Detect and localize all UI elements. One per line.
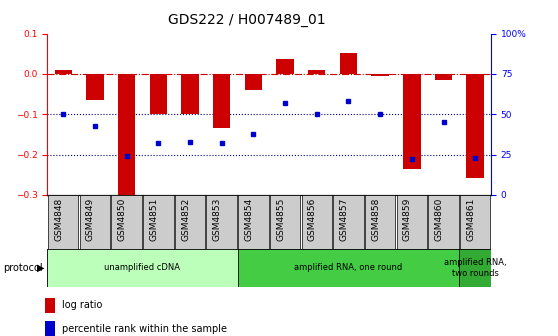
Text: protocol: protocol: [3, 263, 42, 273]
Bar: [403, 74, 421, 169]
Bar: [45, 321, 55, 336]
Text: unamplified cDNA: unamplified cDNA: [104, 263, 180, 272]
Bar: [308, 70, 325, 74]
Bar: [276, 59, 294, 74]
Bar: [118, 74, 136, 197]
Bar: [333, 195, 364, 249]
Bar: [112, 195, 142, 249]
Bar: [340, 53, 357, 74]
Bar: [80, 195, 110, 249]
Text: amplified RNA,
two rounds: amplified RNA, two rounds: [444, 258, 507, 278]
Bar: [429, 195, 459, 249]
Bar: [397, 195, 427, 249]
Text: GSM4859: GSM4859: [403, 198, 412, 241]
Text: GSM4848: GSM4848: [54, 198, 63, 241]
Text: percentile rank within the sample: percentile rank within the sample: [62, 324, 227, 334]
Bar: [365, 195, 396, 249]
Text: amplified RNA, one round: amplified RNA, one round: [294, 263, 402, 272]
Bar: [175, 195, 205, 249]
Text: ▶: ▶: [37, 263, 45, 273]
Bar: [270, 195, 300, 249]
Text: GSM4853: GSM4853: [213, 198, 222, 241]
Bar: [238, 249, 459, 287]
Text: log ratio: log ratio: [62, 300, 103, 310]
Text: GSM4850: GSM4850: [118, 198, 127, 241]
Bar: [372, 74, 389, 76]
Bar: [244, 74, 262, 90]
Text: GSM4857: GSM4857: [339, 198, 348, 241]
Bar: [459, 249, 491, 287]
Text: GSM4855: GSM4855: [276, 198, 285, 241]
Bar: [435, 74, 452, 80]
Text: GDS222 / H007489_01: GDS222 / H007489_01: [168, 13, 326, 28]
Bar: [206, 195, 237, 249]
Text: GSM4861: GSM4861: [466, 198, 475, 241]
Bar: [143, 195, 174, 249]
Bar: [86, 74, 104, 100]
Bar: [181, 74, 199, 114]
Bar: [48, 195, 79, 249]
Bar: [460, 195, 490, 249]
Text: GSM4851: GSM4851: [150, 198, 158, 241]
Bar: [466, 74, 484, 178]
Text: GSM4849: GSM4849: [86, 198, 95, 241]
Bar: [301, 195, 332, 249]
Text: GSM4854: GSM4854: [244, 198, 253, 241]
Bar: [47, 249, 238, 287]
Text: GSM4858: GSM4858: [371, 198, 380, 241]
Text: GSM4860: GSM4860: [435, 198, 444, 241]
Text: GSM4852: GSM4852: [181, 198, 190, 241]
Bar: [55, 70, 72, 74]
Bar: [45, 298, 55, 313]
Bar: [238, 195, 268, 249]
Bar: [150, 74, 167, 114]
Bar: [213, 74, 230, 128]
Text: GSM4856: GSM4856: [308, 198, 317, 241]
